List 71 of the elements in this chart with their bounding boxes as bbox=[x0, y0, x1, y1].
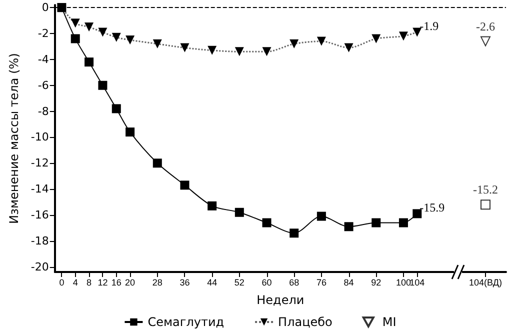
point bbox=[372, 218, 381, 228]
x-tick-label: 12 bbox=[98, 278, 108, 288]
x-tick-label: 84 bbox=[344, 278, 354, 288]
x-tick-label: 52 bbox=[234, 278, 244, 288]
x-tick-label: 4 bbox=[72, 278, 78, 288]
point bbox=[344, 43, 354, 52]
point bbox=[57, 3, 66, 12]
x-tick-label: 68 bbox=[289, 278, 300, 288]
x-tick-label: 36 bbox=[180, 278, 190, 288]
x-tick-label: 16 bbox=[111, 278, 122, 288]
x-tick-label: 76 bbox=[316, 278, 326, 288]
y-tick-label: -10 bbox=[30, 130, 49, 144]
point bbox=[98, 80, 108, 90]
point bbox=[112, 32, 121, 42]
point bbox=[234, 47, 244, 56]
y-tick-label: -6 bbox=[38, 78, 49, 92]
data-label: -15.9 bbox=[420, 200, 445, 215]
point bbox=[126, 128, 135, 137]
point bbox=[398, 218, 408, 228]
point bbox=[84, 22, 94, 32]
x-tick-label: 8 bbox=[86, 278, 92, 288]
legend-label: MI bbox=[382, 315, 396, 329]
y-tick-label: -12 bbox=[30, 156, 49, 170]
legend-label: Плацебо bbox=[278, 315, 332, 329]
data-label: -15.2 bbox=[472, 182, 498, 197]
point bbox=[84, 58, 94, 67]
x-tick-label: 60 bbox=[262, 278, 272, 288]
point bbox=[70, 18, 80, 28]
y-tick-label: -8 bbox=[38, 104, 49, 118]
x-tick-label: 28 bbox=[152, 278, 162, 288]
point bbox=[412, 28, 422, 37]
point bbox=[126, 35, 135, 44]
y-axis-title: Изменение массы тела (%) bbox=[7, 53, 21, 224]
point bbox=[234, 208, 244, 217]
point bbox=[262, 218, 272, 228]
point bbox=[316, 212, 326, 221]
point bbox=[112, 104, 121, 114]
x-tick-label: 20 bbox=[125, 278, 136, 288]
y-tick-label: -2 bbox=[38, 27, 49, 40]
point bbox=[98, 28, 108, 37]
data-label: -2.6 bbox=[476, 19, 495, 34]
point bbox=[208, 201, 217, 210]
point bbox=[398, 32, 408, 41]
y-tick-label: -4 bbox=[38, 52, 49, 66]
y-tick-label: 0 bbox=[42, 1, 49, 14]
x-tick-label: 0 bbox=[59, 278, 64, 288]
x-tick-label: 92 bbox=[371, 278, 382, 288]
x-tick-label: 44 bbox=[207, 278, 218, 288]
x-axis-title: Недели bbox=[256, 293, 304, 307]
point bbox=[180, 180, 190, 190]
x-tick-label: 100 bbox=[396, 278, 411, 288]
y-tick-label: -16 bbox=[30, 208, 49, 222]
point bbox=[412, 209, 422, 218]
legend-label: Семаглутид bbox=[148, 315, 224, 329]
point bbox=[344, 222, 354, 232]
point bbox=[316, 36, 326, 46]
point bbox=[208, 46, 217, 55]
point bbox=[70, 34, 80, 44]
point bbox=[152, 39, 162, 48]
y-tick-label: -14 bbox=[30, 182, 49, 196]
point bbox=[290, 228, 299, 238]
y-tick-label: -18 bbox=[30, 234, 49, 248]
y-tick-label: -20 bbox=[30, 260, 49, 274]
point bbox=[262, 47, 272, 56]
x-tick-label: 104(ВД) bbox=[469, 278, 502, 288]
point bbox=[372, 34, 381, 44]
data-label: -1.9 bbox=[420, 19, 439, 34]
point bbox=[152, 158, 162, 168]
x-tick-label: 104 bbox=[410, 278, 425, 288]
point bbox=[290, 39, 299, 48]
point bbox=[180, 43, 190, 52]
